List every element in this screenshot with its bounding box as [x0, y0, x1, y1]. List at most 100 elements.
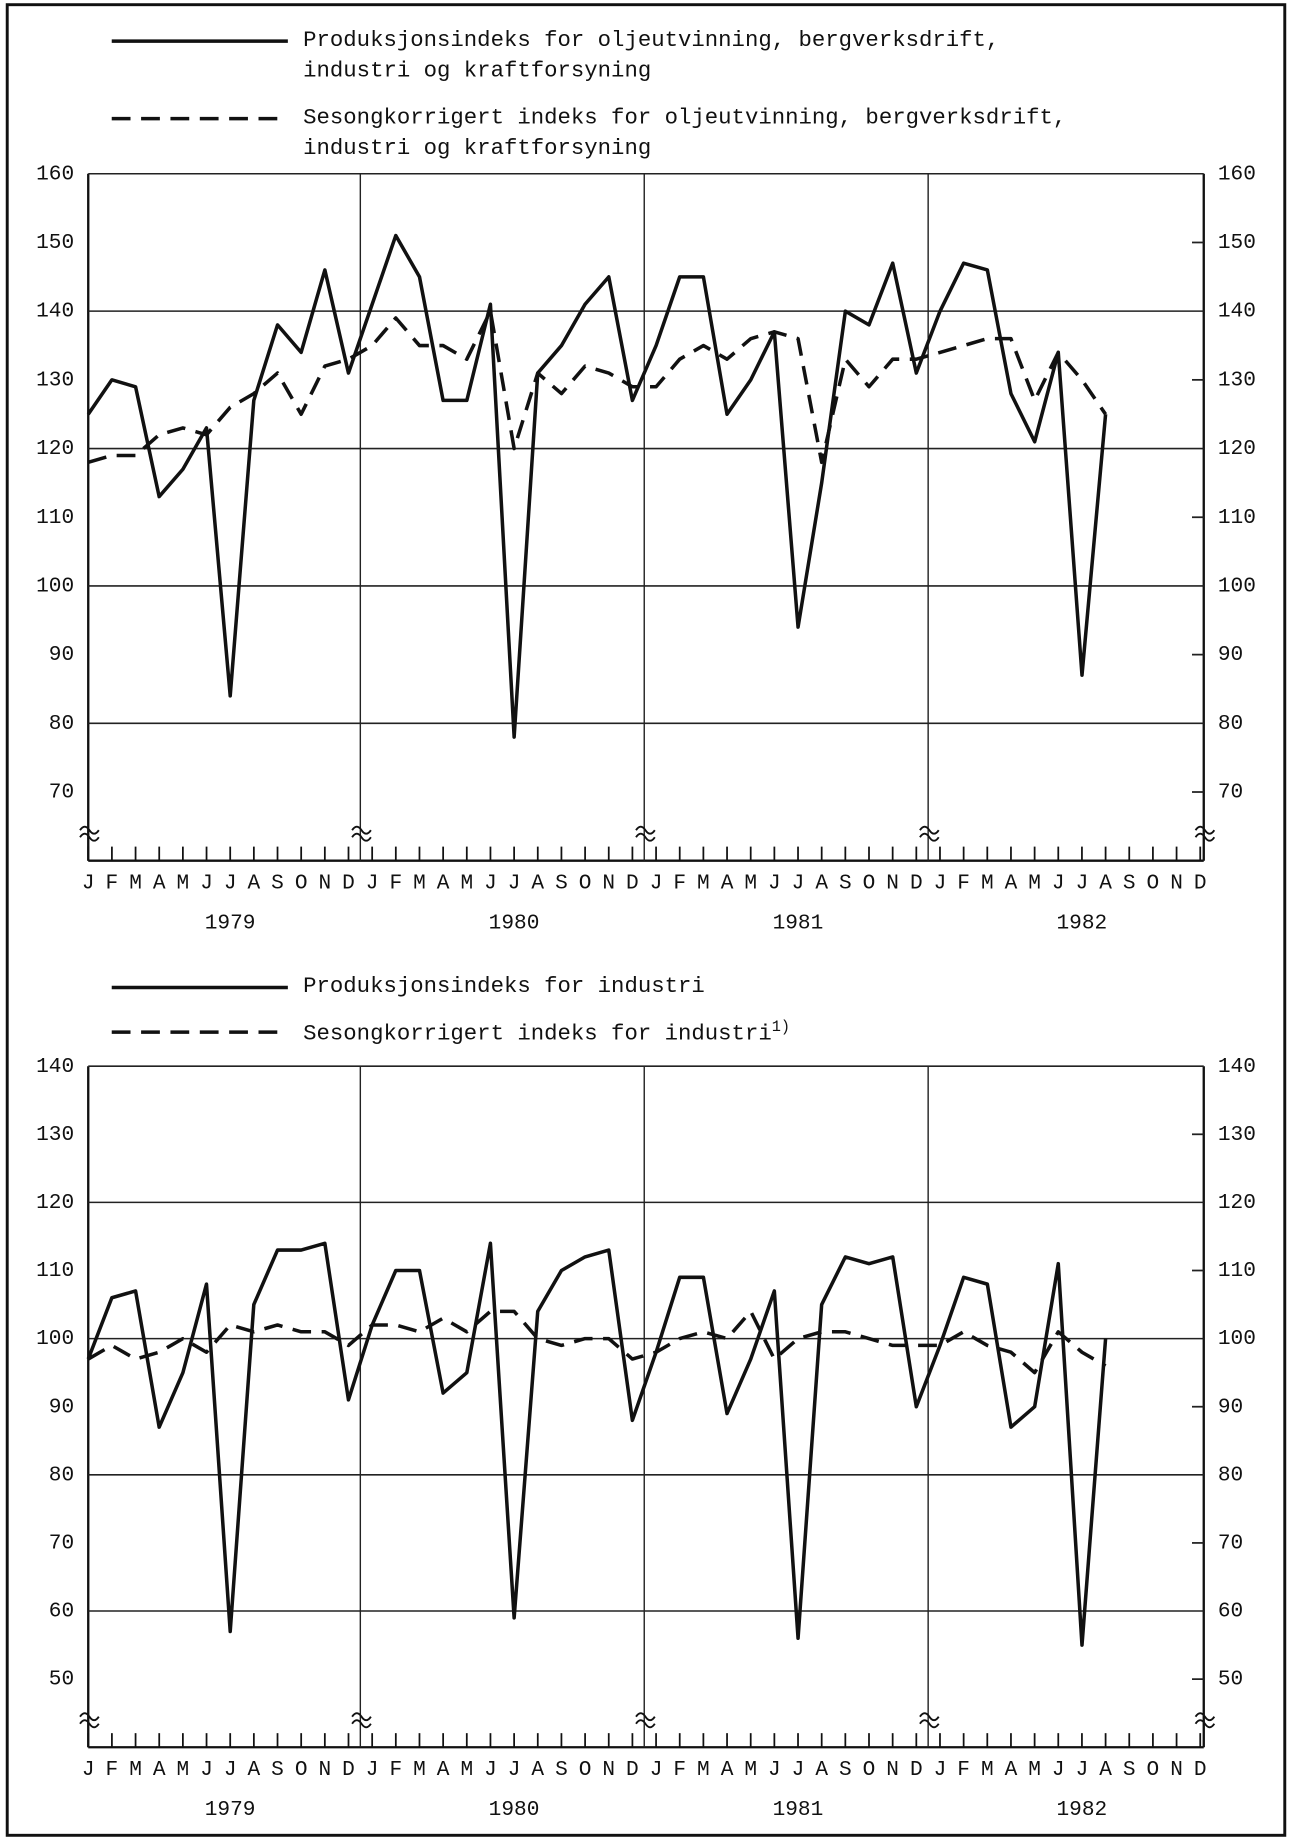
x-tick-label: J: [1052, 872, 1065, 896]
x-tick-label: N: [602, 872, 615, 896]
x-tick-label: D: [1194, 1758, 1207, 1782]
x-tick-label: N: [602, 1758, 615, 1782]
x-tick-label: N: [1170, 872, 1183, 896]
x-tick-label: M: [981, 872, 994, 896]
y-tick-label-right: 90: [1218, 1395, 1243, 1419]
x-tick-label: J: [508, 872, 521, 896]
x-tick-label: M: [697, 1758, 710, 1782]
x-tick-label: J: [508, 1758, 521, 1782]
x-tick-label: O: [295, 1758, 308, 1782]
y-tick-label: 130: [36, 1123, 74, 1147]
x-tick-label: S: [271, 872, 284, 896]
y-tick-label-right: 70: [1218, 1532, 1243, 1556]
year-label: 1981: [773, 912, 824, 936]
legend-text: Produksjonsindeks for oljeutvinning, ber…: [303, 26, 1090, 86]
x-tick-label: J: [200, 872, 213, 896]
x-tick-label: J: [650, 872, 663, 896]
x-tick-label: A: [1005, 872, 1018, 896]
legend-text: Sesongkorrigert indeks for oljeutvinning…: [303, 103, 1090, 163]
y-tick-label-right: 160: [1218, 162, 1256, 186]
y-tick-label-right: 70: [1218, 781, 1243, 805]
x-tick-label: M: [129, 1758, 142, 1782]
y-tick-label: 80: [49, 712, 74, 736]
x-tick-label: A: [1099, 1758, 1112, 1782]
x-tick-label: S: [555, 872, 568, 896]
axis-break: [635, 825, 656, 842]
x-tick-label: A: [1099, 872, 1112, 896]
legend-label: Produksjonsindeks for oljeutvinning, ber…: [303, 27, 1000, 83]
x-tick-label: O: [295, 872, 308, 896]
x-tick-label: N: [886, 872, 899, 896]
y-tick-label-right: 100: [1218, 575, 1256, 599]
x-tick-label: M: [744, 1758, 757, 1782]
legend-label: Sesongkorrigert indeks for industri: [303, 1020, 772, 1047]
x-tick-label: D: [342, 1758, 355, 1782]
x-tick-label: D: [626, 1758, 639, 1782]
y-tick-label-right: 80: [1218, 1463, 1243, 1487]
x-tick-label: D: [1194, 872, 1207, 896]
x-tick-label: M: [744, 872, 757, 896]
y-tick-label: 50: [49, 1668, 74, 1692]
axis-break: [79, 825, 100, 842]
x-tick-label: M: [460, 1758, 473, 1782]
x-tick-label: N: [318, 1758, 331, 1782]
x-tick-label: A: [815, 1758, 828, 1782]
y-tick-label-right: 80: [1218, 712, 1243, 736]
x-tick-label: J: [1076, 1758, 1089, 1782]
y-tick-label: 80: [49, 1463, 74, 1487]
x-tick-label: S: [839, 872, 852, 896]
x-tick-label: D: [626, 872, 639, 896]
x-tick-label: S: [271, 1758, 284, 1782]
x-tick-label: N: [318, 872, 331, 896]
y-tick-label: 150: [36, 231, 74, 255]
legend-entry: Sesongkorrigert indeks for oljeutvinning…: [303, 103, 1090, 163]
x-tick-label: M: [413, 872, 426, 896]
x-tick-label: M: [129, 872, 142, 896]
y-tick-label-right: 90: [1218, 643, 1243, 667]
x-tick-label: D: [342, 872, 355, 896]
x-tick-label: D: [910, 872, 923, 896]
axis-break: [351, 1712, 372, 1729]
series-line: [87, 309, 1108, 465]
y-tick-label-right: 140: [1218, 300, 1256, 324]
y-tick-label: 90: [49, 1395, 74, 1419]
axis-break: [1194, 825, 1216, 842]
x-tick-label: A: [721, 872, 734, 896]
x-tick-label: O: [863, 872, 876, 896]
y-tick-label-right: 150: [1218, 231, 1256, 255]
y-tick-label: 110: [36, 1259, 74, 1283]
y-tick-label-right: 60: [1218, 1600, 1243, 1624]
x-tick-label: A: [248, 872, 261, 896]
x-tick-label: N: [886, 1758, 899, 1782]
x-tick-label: M: [981, 1758, 994, 1782]
x-tick-label: F: [673, 872, 686, 896]
y-tick-label: 70: [49, 781, 74, 805]
x-tick-label: O: [1147, 1758, 1160, 1782]
y-tick-label: 70: [49, 1532, 74, 1556]
x-tick-label: A: [248, 1758, 261, 1782]
x-tick-label: A: [153, 872, 166, 896]
y-tick-label: 140: [36, 300, 74, 324]
x-tick-label: A: [531, 872, 544, 896]
x-tick-label: J: [792, 1758, 805, 1782]
x-tick-label: J: [200, 1758, 213, 1782]
y-tick-label: 100: [36, 575, 74, 599]
x-tick-label: M: [697, 872, 710, 896]
x-tick-label: J: [1052, 1758, 1065, 1782]
x-tick-label: A: [437, 872, 450, 896]
axis-break: [1194, 1712, 1216, 1729]
x-tick-label: A: [815, 872, 828, 896]
y-tick-label-right: 110: [1218, 506, 1256, 530]
y-tick-label: 140: [36, 1055, 74, 1079]
legend-entry: Produksjonsindeks for oljeutvinning, ber…: [303, 26, 1090, 86]
y-tick-label-right: 120: [1218, 437, 1256, 461]
y-tick-label-right: 120: [1218, 1191, 1256, 1215]
x-tick-label: M: [1028, 872, 1041, 896]
x-tick-label: S: [1123, 872, 1136, 896]
x-tick-label: J: [650, 1758, 663, 1782]
legend-entry: Sesongkorrigert indeks for industri1): [303, 1018, 790, 1047]
x-tick-label: O: [579, 872, 592, 896]
x-tick-label: J: [934, 1758, 947, 1782]
legend-label: Sesongkorrigert indeks for oljeutvinning…: [303, 104, 1067, 161]
